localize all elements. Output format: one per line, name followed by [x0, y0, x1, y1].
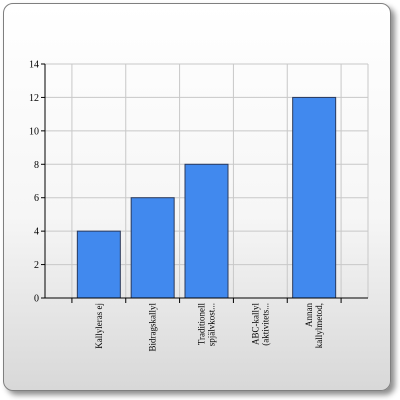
- x-tick-label: Annan: [304, 303, 314, 327]
- bar: [130, 197, 175, 299]
- x-tick-label: Kallyleras ej: [94, 303, 104, 349]
- y-tick-label: 4: [34, 227, 39, 238]
- y-tick-label: 6: [34, 193, 39, 204]
- y-tick-label: 0: [34, 294, 39, 305]
- x-tick-label: Bidragskallyl: [148, 303, 158, 352]
- x-tick-labels: Kallyleras ej Bidragskallyl Traditionell sp…: [94, 303, 324, 352]
- bars: [76, 96, 337, 299]
- y-tick-label: 2: [34, 260, 39, 271]
- y-tick-label: 8: [34, 160, 39, 171]
- x-tick-label: spjälvkost...: [207, 303, 217, 346]
- y-tick-labels: 0 2 4 6 8 10 12 14: [29, 60, 39, 305]
- x-tick-label: Traditionell: [197, 303, 207, 346]
- bar: [184, 163, 229, 299]
- bar: [76, 230, 121, 299]
- x-tick-label: (aktivitets...: [260, 303, 270, 346]
- x-tick-label: ABC-kallyl: [250, 303, 260, 345]
- axes: [41, 63, 368, 303]
- bar: [292, 96, 337, 299]
- x-tick-label: kallylmetod,: [314, 303, 324, 348]
- y-tick-label: 10: [29, 126, 39, 137]
- y-tick-label: 14: [29, 60, 39, 71]
- y-tick-label: 12: [29, 93, 39, 104]
